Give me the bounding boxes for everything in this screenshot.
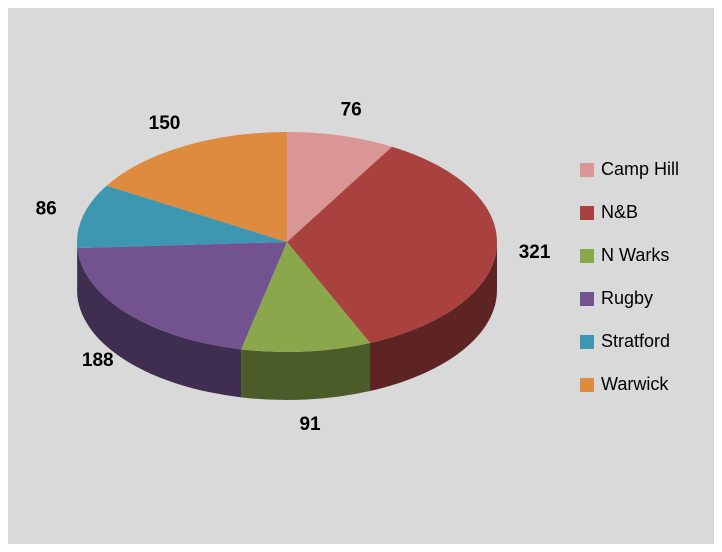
data-label: 86 (36, 199, 57, 220)
slice-side (370, 242, 497, 392)
legend-swatch (580, 249, 594, 263)
legend-swatch (580, 206, 594, 220)
slice (77, 185, 287, 249)
legend-label: Warwick (601, 374, 669, 394)
data-label: 321 (519, 242, 551, 263)
slice (241, 242, 371, 352)
slice (77, 242, 287, 350)
slice (106, 132, 288, 242)
slice (287, 132, 392, 242)
legend-label: Camp Hill (601, 159, 679, 179)
data-label: 188 (82, 350, 114, 371)
data-label: 76 (341, 100, 362, 121)
slice-side (77, 248, 242, 398)
legend-swatch (580, 292, 594, 306)
legend-label: N&B (601, 202, 638, 222)
data-label: 91 (299, 414, 321, 435)
slice (287, 146, 497, 344)
legend-swatch (580, 335, 594, 349)
legend-swatch (580, 163, 594, 177)
slice-side (241, 343, 371, 400)
legend-label: Stratford (601, 331, 670, 351)
legend-swatch (580, 378, 594, 392)
data-label: 150 (149, 113, 181, 134)
legend-label: N Warks (601, 245, 669, 265)
legend-label: Rugby (601, 288, 653, 308)
